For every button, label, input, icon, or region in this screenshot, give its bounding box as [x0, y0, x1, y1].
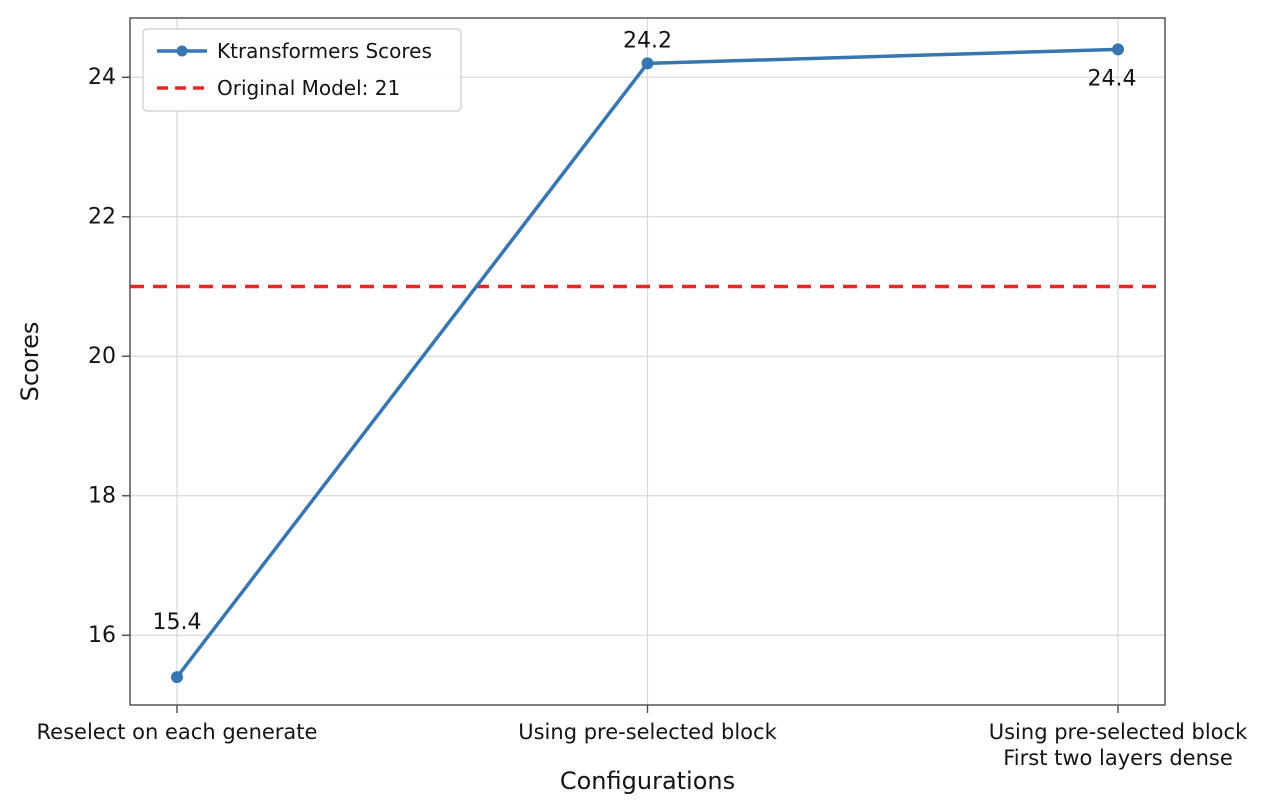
point-annotation: 24.4	[1088, 66, 1137, 91]
legend: Ktransformers Scores Original Model: 21	[142, 28, 462, 112]
y-tick-label: 22	[88, 204, 116, 229]
point-annotation: 15.4	[153, 610, 202, 635]
data-point-marker	[1112, 43, 1124, 56]
data-point-marker	[641, 57, 654, 70]
x-axis-title: Configurations	[560, 767, 735, 795]
y-axis-title: Scores	[16, 322, 44, 402]
legend-item: Original Model: 21	[157, 76, 400, 100]
x-tick-label: Using pre-selected block	[989, 720, 1248, 744]
y-tick-label: 18	[88, 483, 116, 508]
x-tick-label: First two layers dense	[1003, 746, 1233, 770]
data-point-marker	[171, 671, 183, 684]
legend-box	[142, 28, 462, 112]
x-tick-label: Using pre-selected block	[518, 720, 777, 744]
legend-label: Original Model: 21	[217, 76, 400, 100]
x-axis: Reselect on each generate Using pre-selec…	[37, 705, 1248, 770]
point-annotation: 24.2	[623, 28, 672, 53]
legend-item: Ktransformers Scores	[157, 39, 432, 63]
y-tick-label: 16	[88, 623, 116, 648]
y-tick-label: 20	[88, 344, 116, 369]
x-tick-label: Reselect on each generate	[37, 720, 318, 744]
legend-label: Ktransformers Scores	[217, 39, 432, 63]
y-tick-label: 24	[88, 65, 116, 90]
gridlines	[130, 18, 1165, 705]
legend-marker	[176, 45, 188, 57]
y-axis: 16 18 20 22 24	[88, 65, 130, 648]
